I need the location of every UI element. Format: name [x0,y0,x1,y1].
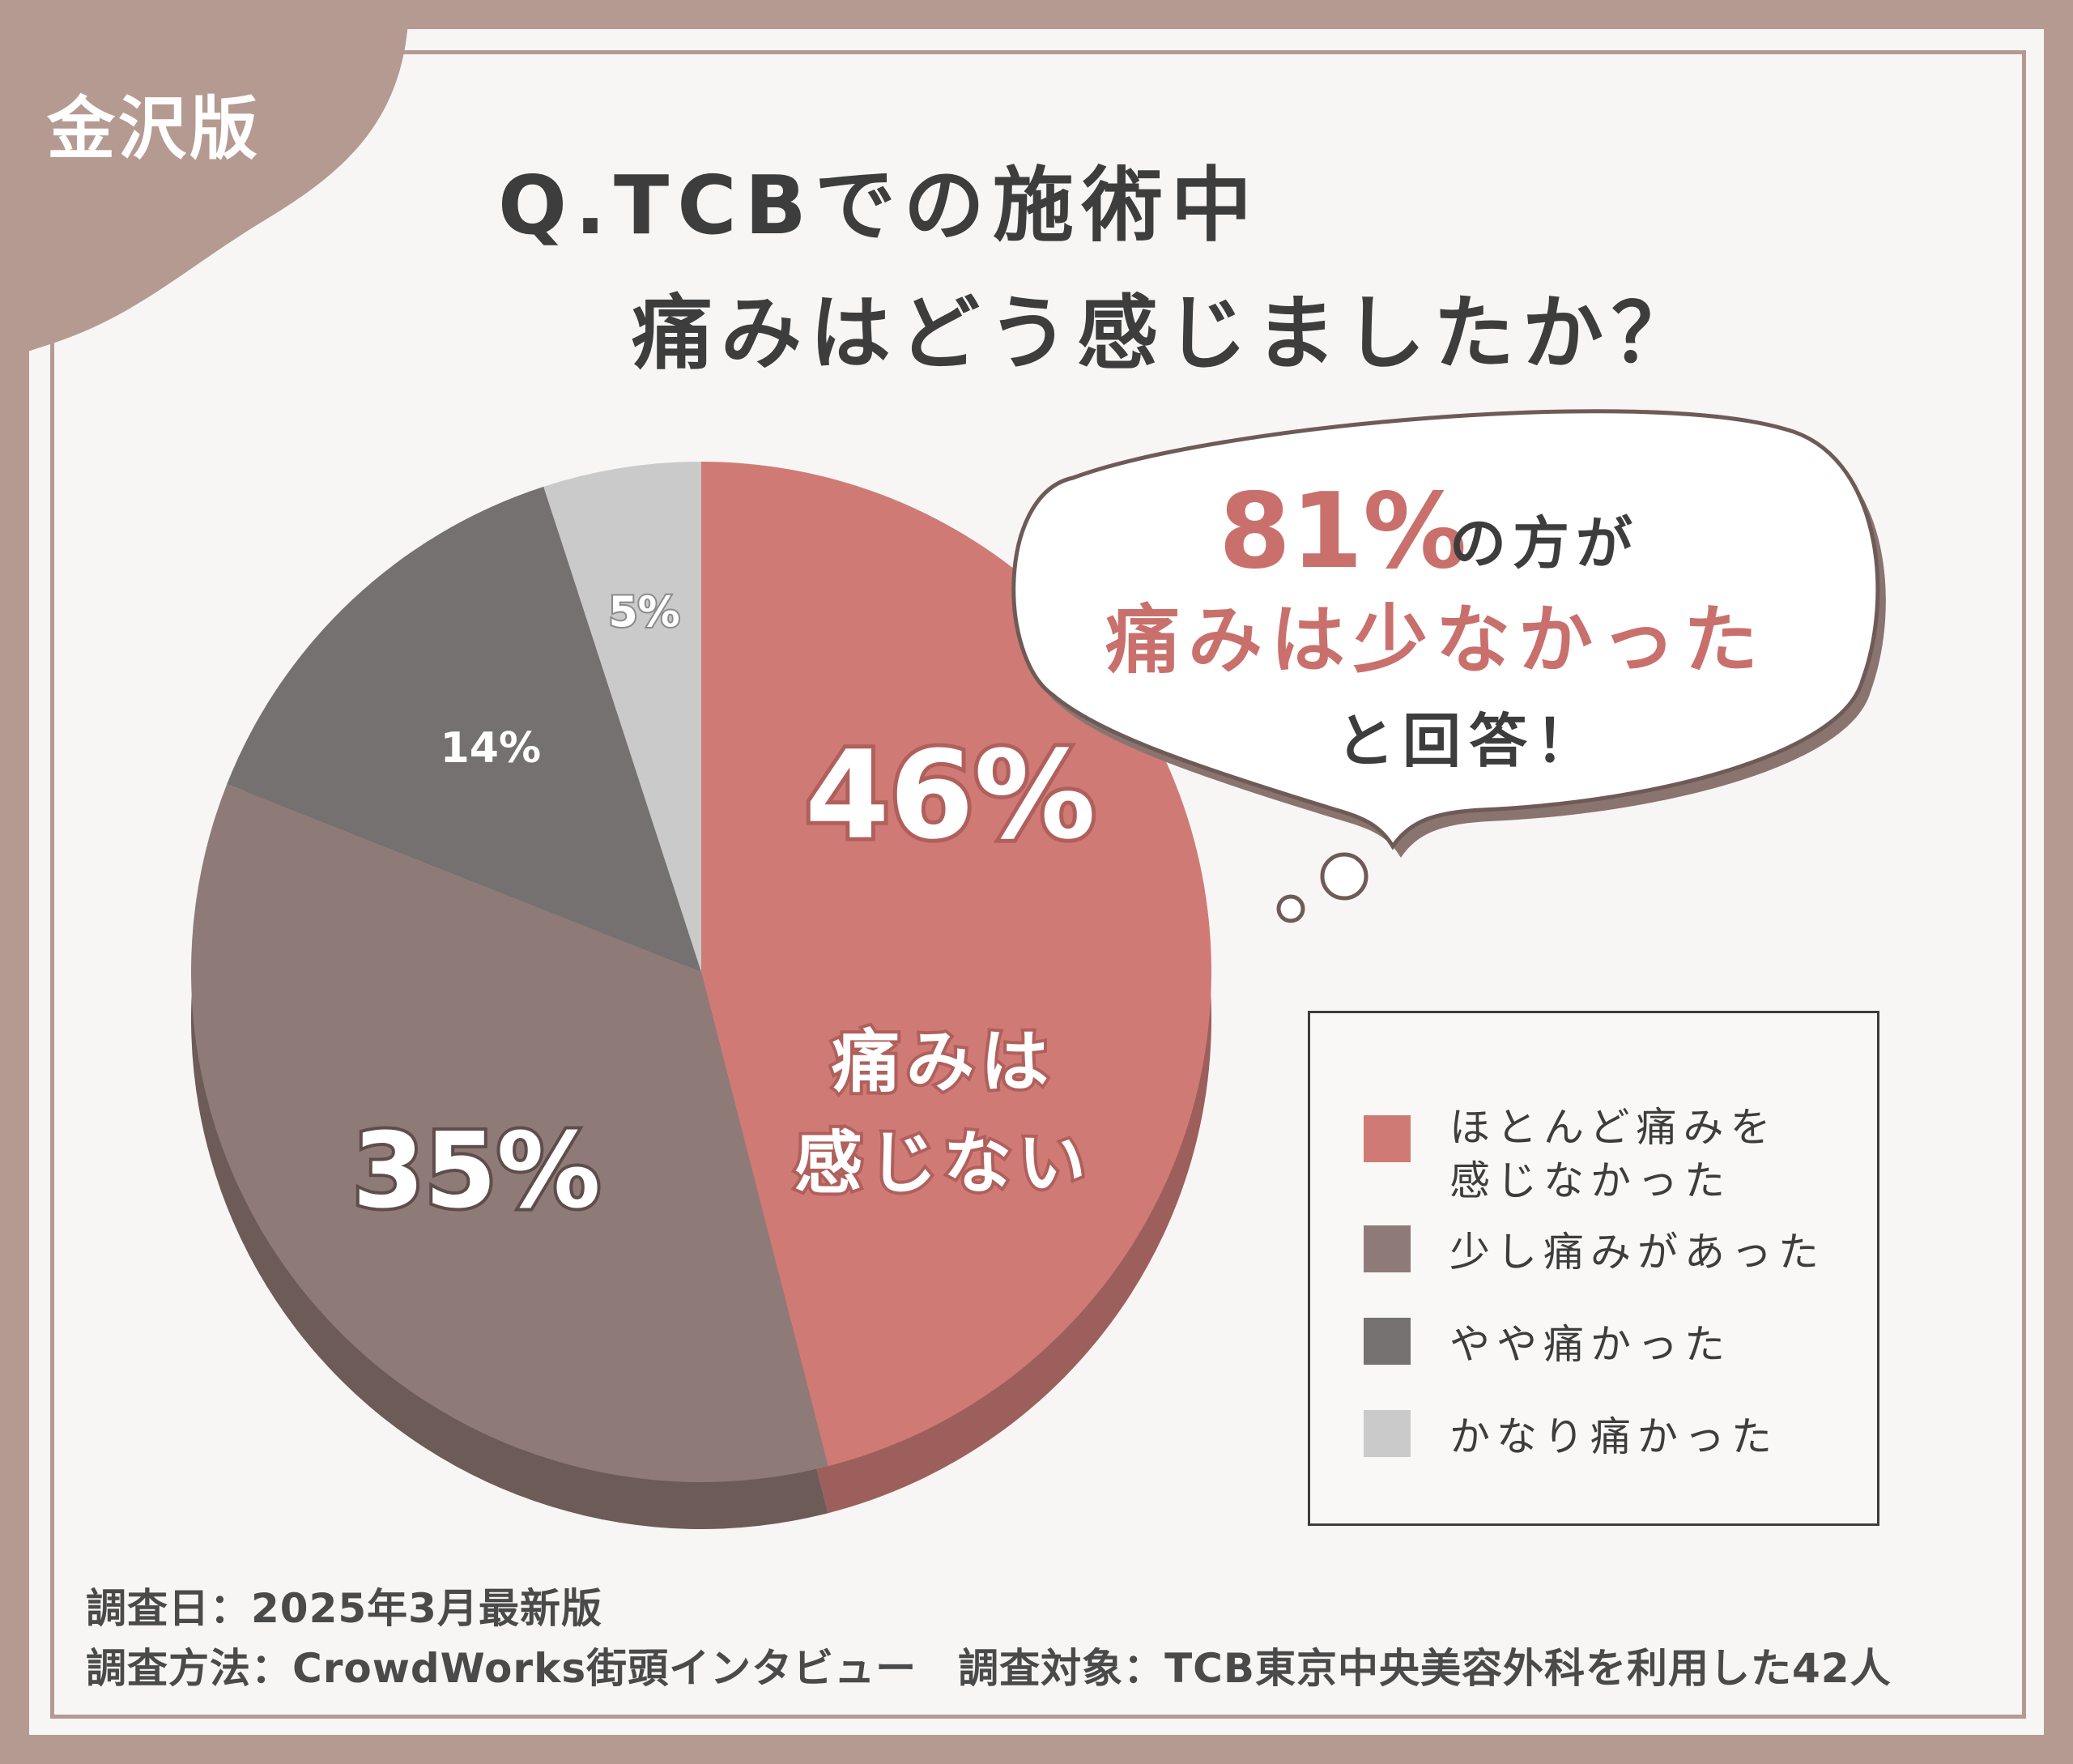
legend-label: 少し痛みがあった [1449,1229,1825,1276]
legend-item: ほとんど痛みを 感じなかった [1364,1101,1830,1208]
legend-label: かなり痛かった [1449,1413,1778,1460]
bubble-dot-large [1320,852,1369,901]
legend-swatch [1364,1115,1411,1162]
legend-swatch [1364,1225,1411,1272]
bubble-dot-small [1276,894,1305,923]
legend-item: かなり痛かった [1364,1410,1830,1464]
question-title-line2: 痛みはどう感じましたか？ [632,286,1701,381]
callout-line1-rest: の方が [1449,510,1639,577]
pie-data-label: 46% [805,726,1096,867]
pie-slice [191,784,828,1483]
callout-highlight-percent: 81% [1219,471,1466,592]
region-badge: 金沢版 [47,89,262,168]
legend-swatch [1364,1318,1411,1365]
pie-data-label: 5% [608,589,679,637]
pie-highlight-label: 痛みは [832,1022,1055,1101]
legend-swatch [1364,1410,1411,1457]
corner-tab-shape [0,0,409,360]
chart-legend: ほとんど痛みを 感じなかった 少し痛みがあった やや痛かった かなり痛かった [1308,1011,1879,1526]
callout-line3: と回答！ [1336,707,1602,775]
pie-slice [227,486,701,972]
pie-data-label: 14% [441,724,541,773]
survey-date: 調査日：2025年3月最新版 [86,1585,602,1632]
callout-line2: 痛みは少なかった [1105,597,1766,684]
pie-data-label: 35% [352,1110,600,1231]
legend-item: 少し痛みがあった [1364,1225,1830,1279]
legend-label: ほとんど痛みを 感じなかった [1449,1104,1777,1204]
question-title-line1: Q.TCBでの施術中 [498,158,1260,253]
legend-label: やや痛かった [1449,1321,1731,1368]
speech-bubble [1011,409,1886,923]
pie-slice [543,462,701,972]
pie-highlight-label: 感じない [794,1123,1092,1203]
legend-item: やや痛かった [1364,1318,1830,1371]
survey-method: 調査方法：CrowdWorks街頭インタビュー 調査対象：TCB東京中央美容外科… [86,1645,1892,1692]
